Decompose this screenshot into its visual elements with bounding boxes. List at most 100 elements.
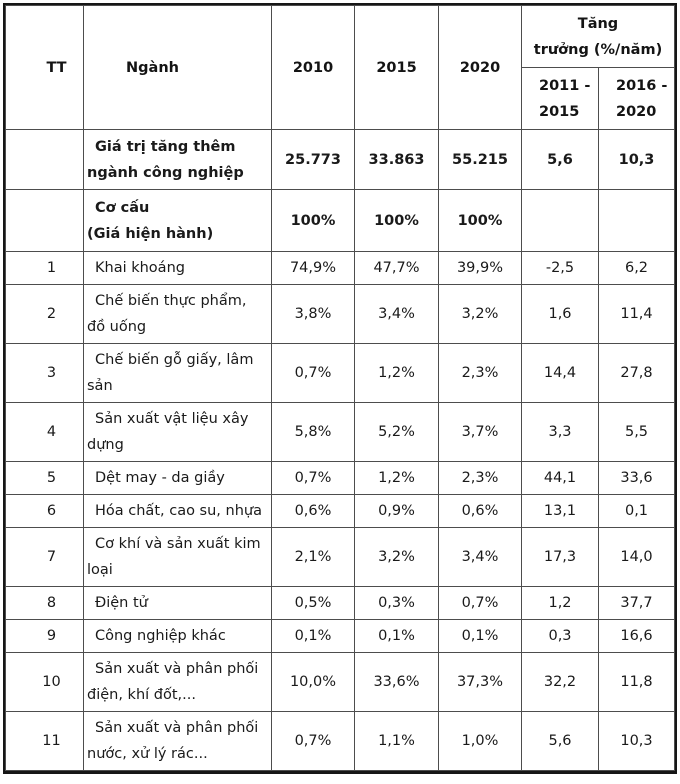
industry-structure-table: TT Ngành 2010 2015 2020 Tăng trưởng (%/n…	[3, 3, 677, 774]
col-header-tt: TT	[5, 5, 84, 130]
industry-label: Chế biến thực phẩm, đồ uống	[83, 284, 272, 344]
value-2010-cell: 0,5%	[271, 586, 355, 620]
header-row-growth-periods: 2011 - 2015 2016 - 2020	[6, 67, 675, 130]
header-row-main: TT Ngành 2010 2015 2020 Tăng trưởng (%/n…	[5, 5, 675, 130]
growth-2011-2015-cell: 0,3	[521, 619, 599, 653]
value-2020-cell: 2,3%	[438, 461, 522, 495]
col-header-2016-2020: 2016 - 2020	[598, 67, 675, 130]
tt-cell: 9	[5, 619, 84, 653]
industry-label: Giá trị tăng thêm ngành công nghiệp	[83, 129, 272, 190]
value-2020-cell: 37,3%	[438, 652, 522, 712]
tt-cell: 3	[5, 343, 84, 403]
growth-2011-2015-cell: 1,2	[521, 586, 599, 620]
value-2020-cell: 2,3%	[438, 343, 522, 403]
growth-2011-2015-cell: 1,6	[521, 284, 599, 344]
value-2010-cell: 0,1%	[271, 619, 355, 653]
col-header-2011-2015: 2011 - 2015	[521, 67, 599, 130]
col-header-growth: Tăng trưởng (%/năm)	[521, 5, 675, 68]
value-2020-cell: 3,7%	[438, 402, 522, 462]
tt-cell: 4	[5, 402, 84, 462]
value-2015-cell: 33,6%	[354, 652, 439, 712]
industry-label: Công nghiệp khác	[83, 619, 272, 653]
value-2010-cell: 0,7%	[271, 711, 355, 771]
value-2010-cell: 0,7%	[271, 343, 355, 403]
growth-2011-2015-cell: 5,6	[521, 711, 599, 771]
value-2015-cell: 3,2%	[354, 527, 439, 587]
col-header-2010: 2010	[271, 5, 355, 130]
growth-2011-2015-cell: 14,4	[521, 343, 599, 403]
value-2010-cell: 10,0%	[271, 652, 355, 712]
value-2015-cell: 3,4%	[354, 284, 439, 344]
value-2010-cell: 2,1%	[271, 527, 355, 587]
col-header-2020: 2020	[438, 5, 522, 130]
data-table: TT Ngành 2010 2015 2020 Tăng trưởng (%/n…	[5, 5, 675, 771]
value-2010-cell: 3,8%	[271, 284, 355, 344]
tt-cell: 10	[5, 652, 84, 712]
growth-2011-2015-cell: 17,3	[521, 527, 599, 587]
value-2020-cell: 55.215	[438, 129, 522, 190]
growth-2016-2020-cell: 33,6	[598, 461, 675, 495]
value-2010-cell: 100%	[271, 189, 355, 252]
growth-2011-2015-cell: -2,5	[521, 251, 599, 285]
growth-2011-2015-cell	[521, 189, 599, 252]
value-2020-cell: 0,6%	[438, 494, 522, 528]
value-2015-cell: 33.863	[354, 129, 439, 190]
table-row: 4 Sản xuất vật liệu xây dựng 5,8% 5,2% 3…	[5, 402, 675, 462]
value-2020-cell: 100%	[438, 189, 522, 252]
table-row: 7 Cơ khí và sản xuất kim loại 2,1% 3,2% …	[5, 527, 675, 587]
value-2010-cell: 0,7%	[271, 461, 355, 495]
value-2015-cell: 1,2%	[354, 343, 439, 403]
tt-cell: 1	[5, 251, 84, 285]
value-2015-cell: 0,1%	[354, 619, 439, 653]
value-2020-cell: 3,4%	[438, 527, 522, 587]
tt-cell: 6	[5, 494, 84, 528]
value-2015-cell: 5,2%	[354, 402, 439, 462]
value-2015-cell: 47,7%	[354, 251, 439, 285]
growth-2016-2020-cell: 16,6	[598, 619, 675, 653]
growth-2011-2015-cell: 13,1	[521, 494, 599, 528]
growth-2011-2015-cell: 5,6	[521, 129, 599, 190]
table-row: 3 Chế biến gỗ giấy, lâm sản 0,7% 1,2% 2,…	[5, 343, 675, 403]
value-2015-cell: 0,9%	[354, 494, 439, 528]
table-row-added-value: Giá trị tăng thêm ngành công nghiệp 25.7…	[5, 129, 675, 190]
growth-2016-2020-cell: 14,0	[598, 527, 675, 587]
table-row: 9 Công nghiệp khác 0,1% 0,1% 0,1% 0,3 16…	[5, 619, 675, 653]
col-header-nganh: Ngành	[83, 5, 272, 130]
industry-label: Sản xuất và phân phối điện, khí đốt,...	[83, 652, 272, 712]
table-row: 6 Hóa chất, cao su, nhựa 0,6% 0,9% 0,6% …	[5, 494, 675, 528]
value-2015-cell: 1,1%	[354, 711, 439, 771]
value-2010-cell: 74,9%	[271, 251, 355, 285]
industry-label: Hóa chất, cao su, nhựa	[83, 494, 272, 528]
value-2020-cell: 1,0%	[438, 711, 522, 771]
growth-2016-2020-cell	[598, 189, 675, 252]
value-2010-cell: 25.773	[271, 129, 355, 190]
value-2010-cell: 5,8%	[271, 402, 355, 462]
industry-label: Cơ cấu (Giá hiện hành)	[83, 189, 272, 252]
growth-2016-2020-cell: 11,8	[598, 652, 675, 712]
growth-2016-2020-cell: 10,3	[598, 129, 675, 190]
tt-cell: 8	[5, 586, 84, 620]
table-row: 8 Điện tử 0,5% 0,3% 0,7% 1,2 37,7	[5, 586, 675, 620]
growth-2011-2015-cell: 44,1	[521, 461, 599, 495]
value-2015-cell: 1,2%	[354, 461, 439, 495]
growth-2011-2015-cell: 3,3	[521, 402, 599, 462]
table-row: 1 Khai khoáng 74,9% 47,7% 39,9% -2,5 6,2	[5, 251, 675, 285]
value-2020-cell: 0,7%	[438, 586, 522, 620]
tt-cell: 7	[5, 527, 84, 587]
table-row: 5 Dệt may - da giầy 0,7% 1,2% 2,3% 44,1 …	[5, 461, 675, 495]
growth-2016-2020-cell: 0,1	[598, 494, 675, 528]
growth-2016-2020-cell: 5,5	[598, 402, 675, 462]
industry-label: Dệt may - da giầy	[83, 461, 272, 495]
value-2010-cell: 0,6%	[271, 494, 355, 528]
col-header-2015: 2015	[354, 5, 439, 130]
industry-label: Chế biến gỗ giấy, lâm sản	[83, 343, 272, 403]
table-row-structure: Cơ cấu (Giá hiện hành) 100% 100% 100%	[5, 189, 675, 252]
growth-2011-2015-cell: 32,2	[521, 652, 599, 712]
growth-2016-2020-cell: 10,3	[598, 711, 675, 771]
growth-2016-2020-cell: 6,2	[598, 251, 675, 285]
value-2020-cell: 39,9%	[438, 251, 522, 285]
value-2020-cell: 0,1%	[438, 619, 522, 653]
value-2015-cell: 0,3%	[354, 586, 439, 620]
table-row: 10 Sản xuất và phân phối điện, khí đốt,.…	[5, 652, 675, 712]
growth-2016-2020-cell: 27,8	[598, 343, 675, 403]
